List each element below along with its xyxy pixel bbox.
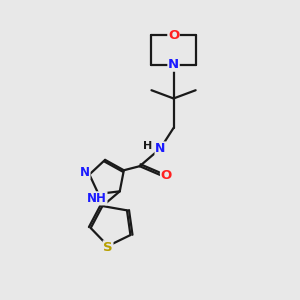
Text: N: N: [168, 58, 179, 71]
Text: N: N: [155, 142, 166, 155]
Text: O: O: [160, 169, 172, 182]
Text: NH: NH: [87, 192, 107, 205]
Text: N: N: [80, 166, 90, 178]
Text: S: S: [103, 241, 113, 254]
Text: O: O: [168, 29, 179, 42]
Text: H: H: [143, 141, 152, 151]
